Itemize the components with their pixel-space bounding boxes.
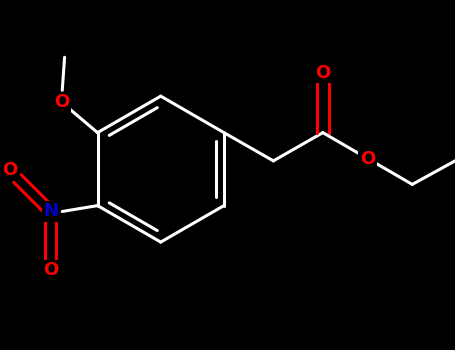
Text: N: N [43,203,58,220]
Text: O: O [2,161,17,179]
Text: O: O [43,261,58,279]
Text: O: O [55,93,70,111]
Text: O: O [360,149,375,168]
Text: O: O [315,64,330,82]
